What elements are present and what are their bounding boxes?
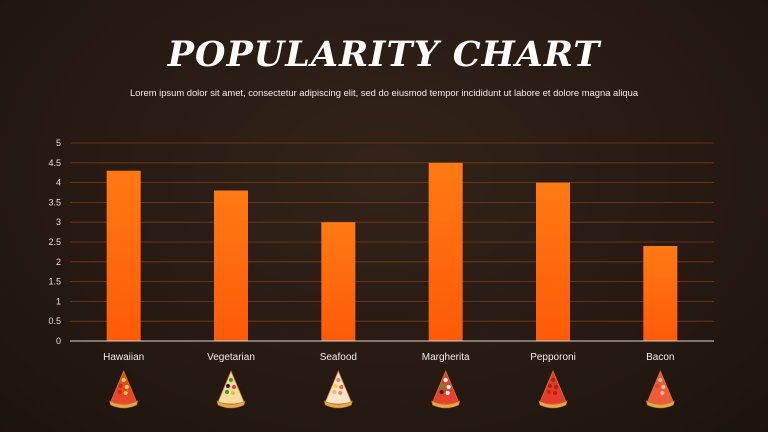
y-tick-label: 4: [56, 178, 61, 188]
chart-subtitle: Lorem ipsum dolor sit amet, consectetur …: [129, 87, 639, 98]
y-tick-label: 5: [56, 138, 61, 148]
gridlines: [70, 142, 714, 322]
vegetarian-pizza-icon: [216, 369, 246, 409]
margherita-pizza-icon: [431, 369, 461, 409]
bar-vegetarian: [214, 190, 248, 341]
bar-hawaiian: [106, 170, 141, 341]
y-axis: 0 0.5 1 1.5 2 2.5 3 3.5 4 4.5 5: [48, 138, 61, 346]
category-labels: Hawaiian Vegetarian Seafood Margherita Peppo…: [103, 352, 674, 363]
y-tick-label: 1: [56, 296, 61, 306]
bar-margherita: [428, 162, 463, 341]
category-label: Margherita: [422, 352, 470, 363]
category-label: Pepporoni: [530, 352, 576, 363]
bar-pepporoni: [536, 182, 570, 341]
seafood-pizza-icon: [323, 369, 353, 409]
bar-bacon: [643, 245, 678, 341]
chart-title: POPULARITY CHART: [167, 34, 601, 75]
y-tick-label: 0.5: [48, 316, 61, 326]
bars: [106, 162, 678, 341]
y-tick-label: 2: [56, 257, 61, 267]
hawaiian-pizza-icon: [109, 369, 139, 409]
pepperoni-pizza-icon: [538, 369, 568, 409]
y-tick-label: 2.5: [48, 237, 61, 247]
category-label: Bacon: [646, 352, 674, 363]
y-tick-label: 4.5: [48, 158, 61, 168]
pizza-icons: [109, 369, 675, 409]
category-label: Hawaiian: [103, 352, 144, 363]
bar-seafood: [321, 222, 356, 341]
y-tick-label: 1.5: [48, 277, 61, 287]
category-label: Seafood: [320, 352, 357, 363]
category-label: Vegetarian: [207, 352, 255, 363]
bacon-pizza-icon: [645, 369, 675, 409]
y-tick-label: 3.5: [48, 197, 61, 207]
y-tick-label: 0: [56, 336, 61, 346]
y-tick-label: 3: [56, 217, 61, 227]
